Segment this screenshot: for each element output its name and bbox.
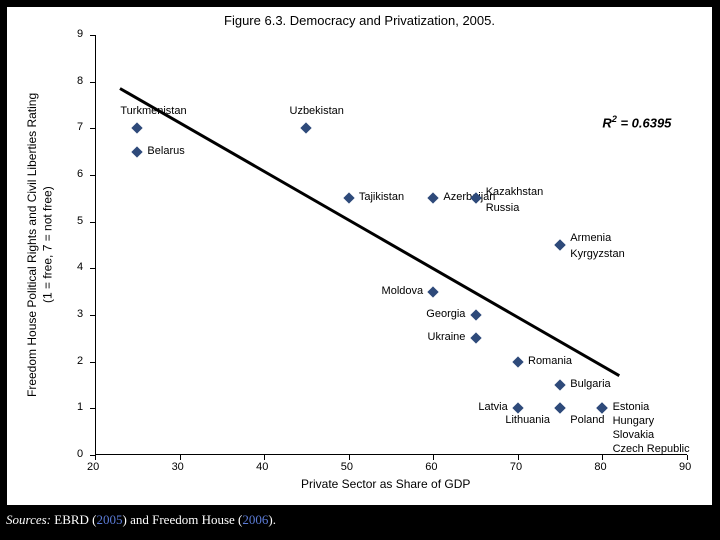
- y-tick-label: 7: [77, 121, 85, 133]
- x-tick-label: 90: [679, 461, 691, 473]
- y-tick: [90, 315, 95, 316]
- label-armenia: Armenia: [570, 232, 611, 244]
- y-tick-label: 2: [77, 355, 85, 367]
- y-tick: [90, 175, 95, 176]
- point-tajikistan: [343, 193, 354, 204]
- y-tick-label: 6: [77, 168, 85, 180]
- x-tick: [433, 455, 434, 460]
- plot-area: 20304050607080900123456789Private Sector…: [95, 35, 687, 455]
- point-moldova: [428, 286, 439, 297]
- x-tick-label: 80: [594, 461, 606, 473]
- label-bulgaria: Bulgaria: [570, 378, 610, 390]
- point-belarus: [132, 146, 143, 157]
- x-axis: [95, 454, 687, 455]
- point-uzbekistan: [301, 123, 312, 134]
- label-ukraine: Ukraine: [265, 331, 465, 343]
- sources-prefix: Sources:: [6, 512, 54, 527]
- y-tick: [90, 268, 95, 269]
- y-tick: [90, 222, 95, 223]
- point-czechrepublic: [597, 403, 608, 414]
- label-czechrepublic: Czech Republic: [613, 443, 690, 455]
- label-turkmenistan: Turkmenistan: [120, 105, 186, 117]
- point-romania: [512, 356, 523, 367]
- label-tajikistan: Tajikistan: [359, 191, 404, 203]
- label-russia: Russia: [486, 202, 520, 214]
- x-tick-label: 40: [256, 461, 268, 473]
- x-tick: [264, 455, 265, 460]
- label-kazakhstan: Kazakhstan: [486, 186, 543, 198]
- chart-frame: Figure 6.3. Democracy and Privatization,…: [6, 6, 713, 506]
- x-tick: [518, 455, 519, 460]
- x-tick-label: 20: [87, 461, 99, 473]
- y-tick: [90, 362, 95, 363]
- label-romania: Romania: [528, 355, 572, 367]
- r-squared-label: R2 = 0.6395: [602, 114, 671, 130]
- point-kyrgyzstan: [554, 239, 565, 250]
- y-tick: [90, 35, 95, 36]
- label-slovakia: Slovakia: [613, 429, 655, 441]
- sources-line: Sources: EBRD (2005) and Freedom House (…: [6, 512, 276, 528]
- page: { "title": "Figure 6.3. Democracy and Pr…: [0, 0, 720, 540]
- label-lithuania: Lithuania: [350, 414, 550, 426]
- x-tick-label: 50: [341, 461, 353, 473]
- x-axis-label: Private Sector as Share of GDP: [301, 477, 470, 491]
- y-tick: [90, 128, 95, 129]
- y-tick-label: 0: [77, 448, 85, 460]
- label-hungary: Hungary: [613, 415, 655, 427]
- label-georgia: Georgia: [265, 308, 465, 320]
- y-axis-label: Freedom House Political Rights and Civil…: [25, 65, 56, 425]
- y-tick-label: 3: [77, 308, 85, 320]
- y-tick: [90, 408, 95, 409]
- label-poland: Poland: [570, 414, 604, 426]
- label-kyrgyzstan: Kyrgyzstan: [570, 248, 624, 260]
- point-bulgaria: [554, 379, 565, 390]
- y-tick-label: 9: [77, 28, 85, 40]
- point-turkmenistan: [132, 123, 143, 134]
- point-poland: [554, 403, 565, 414]
- y-axis: [95, 35, 96, 455]
- x-tick: [180, 455, 181, 460]
- label-estonia: Estonia: [613, 401, 650, 413]
- point-azerbaijan: [428, 193, 439, 204]
- y-tick-label: 4: [77, 261, 85, 273]
- label-moldova: Moldova: [223, 285, 423, 297]
- x-tick-label: 60: [425, 461, 437, 473]
- x-tick-label: 30: [172, 461, 184, 473]
- label-belarus: Belarus: [147, 145, 184, 157]
- x-tick: [349, 455, 350, 460]
- figure-title: Figure 6.3. Democracy and Privatization,…: [7, 13, 712, 28]
- x-tick: [687, 455, 688, 460]
- x-tick: [95, 455, 96, 460]
- link-fh-year: 2006: [242, 512, 268, 527]
- y-tick-label: 1: [77, 401, 85, 413]
- x-tick: [602, 455, 603, 460]
- y-tick: [90, 82, 95, 83]
- label-latvia: Latvia: [308, 401, 508, 413]
- y-tick-label: 8: [77, 75, 85, 87]
- y-tick-label: 5: [77, 215, 85, 227]
- label-uzbekistan: Uzbekistan: [290, 105, 344, 117]
- x-tick-label: 70: [510, 461, 522, 473]
- point-georgia: [470, 309, 481, 320]
- link-ebrd-year: 2005: [97, 512, 123, 527]
- y-tick: [90, 455, 95, 456]
- point-latvia: [512, 403, 523, 414]
- point-ukraine: [470, 333, 481, 344]
